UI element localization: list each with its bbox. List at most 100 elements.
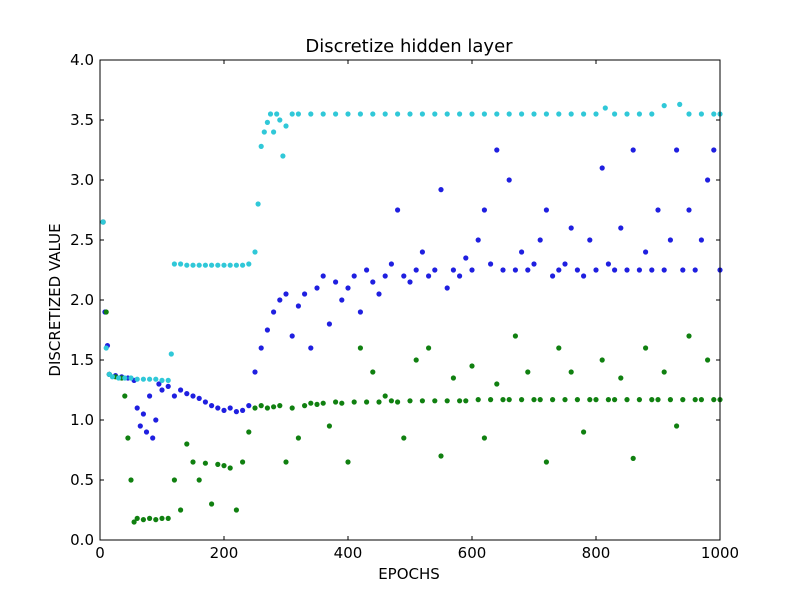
y-tick-label: 0.0 [70, 531, 94, 549]
data-point-s1-27 [246, 429, 252, 435]
data-point-s1-42 [339, 400, 345, 406]
data-point-s0-14 [153, 417, 159, 423]
data-point-s1-63 [469, 363, 475, 369]
data-point-s0-93 [636, 267, 643, 273]
data-point-s0-59 [426, 273, 432, 279]
data-point-s1-95 [667, 397, 674, 403]
data-point-s2-65 [612, 111, 618, 117]
data-point-s0-84 [581, 273, 587, 279]
data-point-s0-87 [599, 165, 605, 171]
data-point-s1-83 [593, 397, 599, 403]
data-point-s1-54 [413, 357, 419, 363]
data-point-s1-45 [357, 345, 363, 351]
data-point-s0-66 [469, 267, 475, 273]
data-point-s2-33 [271, 129, 277, 135]
data-point-s1-101 [705, 357, 711, 363]
data-point-s2-15 [178, 261, 184, 267]
data-point-s0-38 [295, 303, 301, 309]
data-point-s0-74 [519, 249, 525, 255]
data-point-s0-56 [407, 279, 413, 285]
data-point-s1-43 [345, 459, 351, 465]
data-point-s1-96 [674, 423, 680, 429]
data-point-s1-33 [283, 459, 289, 465]
data-point-s2-25 [240, 262, 246, 268]
data-point-s2-68 [649, 111, 655, 117]
data-point-s1-22 [215, 461, 221, 467]
data-point-s0-83 [574, 267, 581, 273]
y-tick-label: 2.5 [70, 231, 94, 249]
data-point-s0-9 [137, 423, 143, 429]
data-point-s1-6 [125, 435, 131, 441]
data-point-s0-46 [345, 285, 351, 291]
data-point-s2-46 [382, 111, 388, 117]
data-point-s1-75 [543, 459, 550, 465]
data-point-s1-80 [574, 397, 581, 403]
data-point-s2-34 [274, 111, 280, 117]
data-point-s0-23 [202, 399, 208, 405]
data-point-s0-79 [550, 273, 556, 279]
data-point-s0-32 [258, 345, 264, 351]
data-point-s1-57 [432, 398, 438, 404]
data-point-s2-61 [568, 111, 574, 117]
data-point-s0-94 [643, 249, 649, 255]
data-point-s1-58 [438, 453, 444, 459]
data-point-s1-25 [233, 507, 239, 513]
data-point-s2-37 [283, 123, 289, 129]
data-point-s0-75 [525, 267, 531, 273]
data-point-s2-58 [531, 111, 537, 117]
data-point-s1-37 [308, 400, 314, 406]
data-point-s1-44 [351, 399, 357, 405]
data-point-s2-3 [109, 374, 115, 380]
data-point-s0-28 [233, 409, 239, 415]
data-point-s1-52 [401, 435, 407, 441]
data-point-s2-39 [295, 111, 301, 117]
y-tick-label: 3.5 [70, 111, 94, 129]
series-0 [100, 147, 723, 441]
data-point-s2-62 [581, 111, 587, 117]
data-point-s0-80 [556, 267, 562, 273]
data-point-s2-66 [624, 111, 630, 117]
data-point-s1-38 [314, 401, 320, 407]
data-point-s0-35 [277, 297, 283, 303]
data-point-s0-8 [134, 405, 140, 411]
data-point-s1-10 [140, 517, 146, 523]
data-point-s2-8 [140, 376, 146, 382]
data-point-s1-46 [364, 399, 370, 405]
data-point-s1-5 [122, 393, 128, 399]
data-point-s1-13 [159, 515, 165, 522]
data-point-s2-57 [519, 111, 525, 117]
data-point-s0-24 [209, 403, 215, 409]
data-point-s0-39 [302, 291, 308, 297]
data-point-s0-69 [488, 261, 494, 267]
data-point-s2-11 [159, 377, 165, 383]
data-point-s2-12 [165, 377, 171, 383]
data-point-s1-12 [153, 517, 159, 523]
data-point-s0-65 [463, 255, 469, 261]
data-point-s2-20 [209, 262, 215, 268]
x-tick-label: 0 [95, 544, 105, 562]
data-point-s2-29 [258, 143, 264, 149]
data-point-s0-85 [587, 237, 593, 243]
data-point-s0-60 [432, 267, 438, 273]
data-point-s1-20 [202, 460, 208, 466]
plot-frame [99, 59, 721, 541]
data-point-s1-71 [519, 397, 525, 403]
data-point-s2-5 [122, 375, 128, 381]
series-2 [100, 101, 723, 383]
data-point-s2-22 [221, 262, 227, 268]
data-point-s2-54 [481, 111, 487, 117]
data-point-s2-4 [116, 375, 122, 381]
data-point-s1-68 [500, 397, 506, 403]
data-point-s0-68 [481, 207, 487, 213]
data-point-s2-60 [556, 111, 562, 117]
data-point-s1-24 [227, 465, 233, 471]
data-point-s2-30 [261, 129, 267, 135]
data-point-s0-91 [624, 267, 630, 273]
data-point-s0-71 [500, 267, 506, 273]
data-point-s2-70 [677, 101, 683, 107]
data-point-s0-62 [444, 285, 450, 291]
data-point-s1-47 [370, 369, 376, 375]
data-point-s0-47 [351, 273, 357, 279]
data-point-s2-1 [103, 345, 109, 351]
